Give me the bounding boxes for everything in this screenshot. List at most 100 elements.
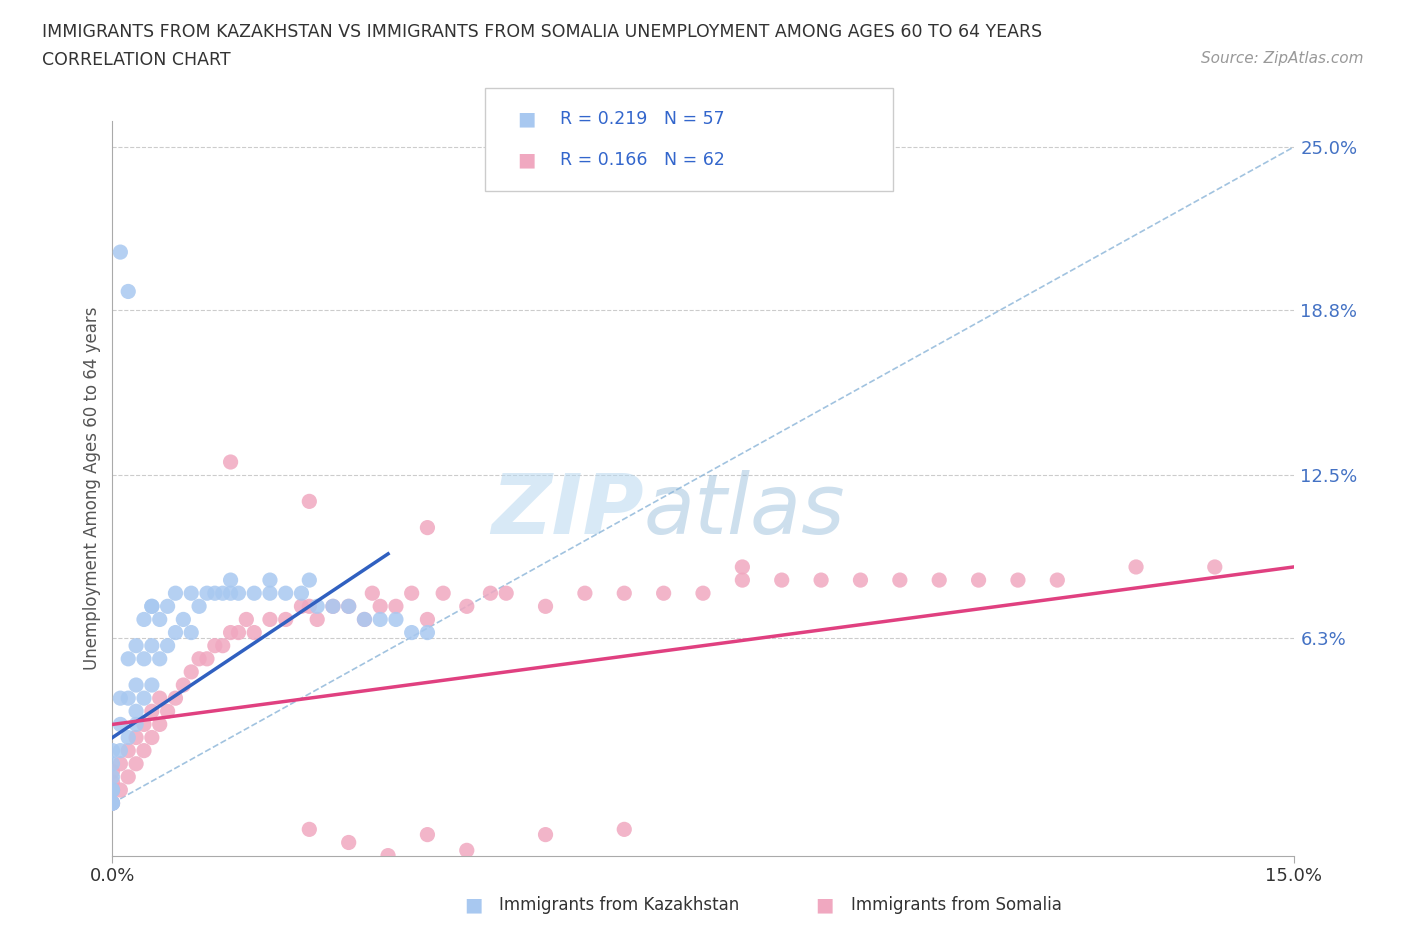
- Point: [228, 586, 250, 601]
- Point: [117, 284, 139, 299]
- Point: [117, 691, 139, 706]
- Point: [967, 573, 990, 588]
- Point: [141, 678, 163, 693]
- Text: ■: ■: [815, 896, 834, 914]
- Point: [132, 717, 155, 732]
- Point: [141, 730, 163, 745]
- Text: IMMIGRANTS FROM KAZAKHSTAN VS IMMIGRANTS FROM SOMALIA UNEMPLOYMENT AMONG AGES 60: IMMIGRANTS FROM KAZAKHSTAN VS IMMIGRANTS…: [42, 23, 1042, 41]
- Point: [337, 835, 360, 850]
- Point: [385, 599, 408, 614]
- Point: [211, 586, 233, 601]
- Point: [731, 560, 754, 575]
- Point: [156, 704, 179, 719]
- Point: [290, 586, 312, 601]
- Point: [132, 691, 155, 706]
- Point: [401, 625, 423, 640]
- Point: [219, 573, 242, 588]
- Text: R = 0.166   N = 62: R = 0.166 N = 62: [560, 151, 724, 169]
- Point: [117, 769, 139, 784]
- Point: [117, 651, 139, 666]
- Point: [1125, 560, 1147, 575]
- Point: [219, 455, 242, 470]
- Text: Immigrants from Somalia: Immigrants from Somalia: [851, 896, 1062, 914]
- Point: [101, 796, 124, 811]
- Point: [307, 612, 329, 627]
- Point: [101, 775, 124, 790]
- Point: [416, 827, 439, 842]
- Point: [101, 796, 124, 811]
- Point: [849, 573, 872, 588]
- Point: [141, 599, 163, 614]
- Point: [165, 625, 187, 640]
- Point: [180, 625, 202, 640]
- Point: [401, 586, 423, 601]
- Point: [149, 717, 172, 732]
- Point: [141, 638, 163, 653]
- Point: [613, 822, 636, 837]
- Point: [141, 704, 163, 719]
- Point: [110, 717, 132, 732]
- Point: [810, 573, 832, 588]
- Point: [141, 599, 163, 614]
- Point: [692, 586, 714, 601]
- Point: [125, 638, 148, 653]
- Point: [101, 764, 124, 779]
- Point: [298, 599, 321, 614]
- Point: [117, 730, 139, 745]
- Point: [432, 586, 454, 601]
- Point: [219, 586, 242, 601]
- Point: [110, 691, 132, 706]
- Point: [534, 827, 557, 842]
- Point: [110, 743, 132, 758]
- Point: [125, 678, 148, 693]
- Point: [195, 586, 218, 601]
- Point: [259, 586, 281, 601]
- Point: [259, 573, 281, 588]
- Point: [156, 599, 179, 614]
- Text: R = 0.219   N = 57: R = 0.219 N = 57: [560, 110, 724, 128]
- Point: [149, 691, 172, 706]
- Point: [101, 782, 124, 797]
- Point: [361, 586, 384, 601]
- Point: [259, 612, 281, 627]
- Point: [456, 843, 478, 857]
- Point: [101, 756, 124, 771]
- Point: [613, 586, 636, 601]
- Point: [298, 494, 321, 509]
- Point: [416, 520, 439, 535]
- Point: [165, 691, 187, 706]
- Point: [125, 717, 148, 732]
- Point: [416, 625, 439, 640]
- Point: [274, 612, 297, 627]
- Text: Immigrants from Kazakhstan: Immigrants from Kazakhstan: [499, 896, 740, 914]
- Point: [149, 651, 172, 666]
- Point: [219, 625, 242, 640]
- Point: [211, 638, 233, 653]
- Point: [368, 599, 391, 614]
- Point: [204, 586, 226, 601]
- Point: [172, 612, 194, 627]
- Point: [274, 586, 297, 601]
- Point: [180, 664, 202, 679]
- Text: ■: ■: [517, 110, 536, 128]
- Point: [770, 573, 793, 588]
- Point: [101, 743, 124, 758]
- Point: [928, 573, 950, 588]
- Text: atlas: atlas: [644, 470, 845, 551]
- Point: [479, 586, 502, 601]
- Point: [132, 612, 155, 627]
- Point: [298, 822, 321, 837]
- Point: [652, 586, 675, 601]
- Point: [172, 678, 194, 693]
- Point: [889, 573, 911, 588]
- Point: [353, 612, 375, 627]
- Point: [243, 586, 266, 601]
- Point: [307, 599, 329, 614]
- Point: [298, 573, 321, 588]
- Point: [534, 599, 557, 614]
- Point: [125, 730, 148, 745]
- Point: [1046, 573, 1069, 588]
- Y-axis label: Unemployment Among Ages 60 to 64 years: Unemployment Among Ages 60 to 64 years: [83, 307, 101, 670]
- Point: [101, 782, 124, 797]
- Point: [353, 612, 375, 627]
